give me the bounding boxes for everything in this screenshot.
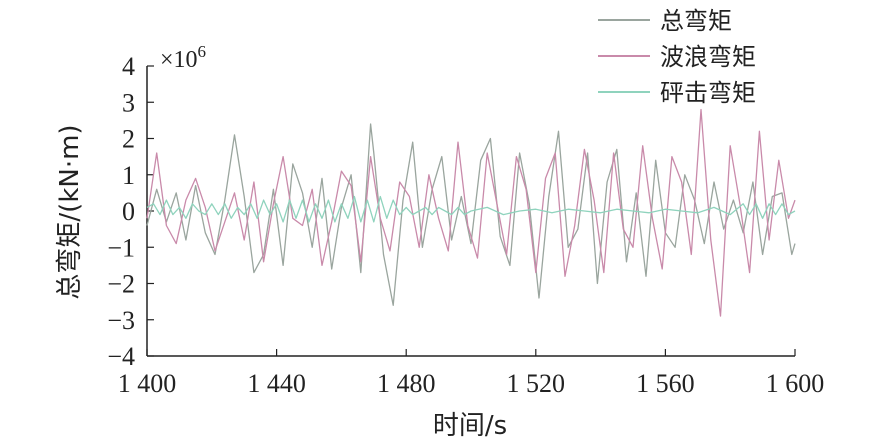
axes: −4 −3 −2 −1 0 1 2 3 4 1 400 1 440 1 480 1 520 1 560 1 … [107,52,824,398]
legend-label: 砰击弯矩 [660,79,756,107]
series-line [146,123,796,306]
legend-label: 总弯矩 [660,7,732,35]
y-axis-title: 总弯矩/(kN·m) [55,124,85,299]
plot-area [146,108,796,317]
y-axis-multiplier: ×106 [160,42,206,73]
y-tick-label: −4 [107,342,135,371]
x-tick-label: 1 600 [766,369,825,398]
y-tick-label: 4 [122,52,135,81]
x-tick-label: 1 440 [247,369,306,398]
y-tick-label: 2 [122,125,135,154]
y-tick-label: 0 [122,197,135,226]
legend-label: 波浪弯矩 [660,43,756,71]
y-tick-label: 1 [122,161,135,190]
x-axis-title: 时间/s [433,411,507,441]
y-tick-label: −3 [107,306,135,335]
x-tick-label: 1 520 [507,369,566,398]
x-tick-label: 1 480 [377,369,436,398]
y-tick-label: 3 [122,88,135,117]
x-tick-label: 1 400 [118,369,177,398]
series-line [146,195,796,223]
y-tick-label: −2 [107,270,135,299]
series-line [146,108,796,317]
y-tick-label: −1 [107,233,135,262]
x-tick-label: 1 560 [636,369,695,398]
